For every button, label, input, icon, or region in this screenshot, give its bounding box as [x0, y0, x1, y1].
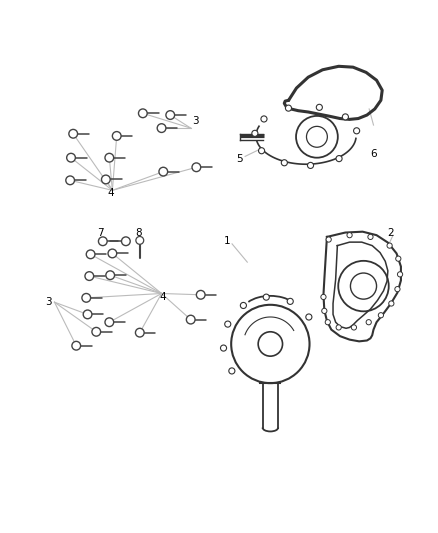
Text: 3: 3 — [45, 297, 52, 307]
Circle shape — [67, 154, 75, 162]
Circle shape — [396, 256, 401, 261]
Circle shape — [316, 104, 322, 110]
Circle shape — [395, 287, 400, 292]
Circle shape — [85, 272, 94, 280]
Circle shape — [281, 160, 287, 166]
Circle shape — [322, 308, 327, 313]
Circle shape — [69, 130, 78, 138]
Circle shape — [121, 237, 130, 246]
Circle shape — [186, 315, 195, 324]
Circle shape — [321, 294, 326, 300]
Circle shape — [106, 271, 115, 279]
Circle shape — [113, 132, 121, 140]
Circle shape — [136, 237, 144, 244]
Circle shape — [240, 302, 247, 309]
Text: 8: 8 — [135, 228, 142, 238]
Circle shape — [258, 148, 265, 154]
Text: 7: 7 — [97, 228, 104, 238]
Circle shape — [72, 341, 81, 350]
Circle shape — [351, 325, 357, 330]
Circle shape — [225, 321, 231, 327]
Circle shape — [196, 290, 205, 299]
Circle shape — [286, 105, 292, 111]
Circle shape — [102, 175, 110, 184]
Circle shape — [105, 318, 114, 327]
Circle shape — [347, 232, 352, 238]
Circle shape — [287, 298, 293, 304]
Circle shape — [192, 163, 201, 172]
Circle shape — [108, 249, 117, 258]
Text: 6: 6 — [370, 149, 377, 159]
Circle shape — [368, 235, 373, 239]
Text: 4: 4 — [108, 188, 114, 198]
Circle shape — [389, 301, 394, 306]
Circle shape — [336, 325, 341, 330]
Text: 1: 1 — [223, 236, 230, 246]
Circle shape — [99, 237, 107, 246]
Circle shape — [378, 313, 384, 318]
Circle shape — [138, 109, 147, 118]
Circle shape — [307, 163, 314, 168]
Circle shape — [263, 294, 269, 300]
Circle shape — [343, 114, 349, 120]
Circle shape — [326, 237, 331, 242]
Circle shape — [261, 116, 267, 122]
Circle shape — [252, 130, 258, 136]
Circle shape — [387, 243, 392, 248]
Circle shape — [86, 250, 95, 259]
Circle shape — [135, 328, 144, 337]
Circle shape — [366, 320, 371, 325]
Circle shape — [159, 167, 168, 176]
Circle shape — [353, 128, 360, 134]
Circle shape — [325, 320, 330, 325]
Circle shape — [92, 327, 101, 336]
Circle shape — [397, 272, 403, 277]
Circle shape — [229, 368, 235, 374]
Circle shape — [105, 154, 114, 162]
Circle shape — [166, 111, 175, 119]
Text: 5: 5 — [237, 154, 243, 164]
Text: 3: 3 — [192, 116, 198, 126]
Circle shape — [83, 310, 92, 319]
Circle shape — [306, 314, 312, 320]
Circle shape — [66, 176, 74, 184]
Circle shape — [157, 124, 166, 133]
Text: 4: 4 — [159, 292, 166, 302]
Circle shape — [220, 345, 226, 351]
Text: 2: 2 — [388, 228, 394, 238]
Circle shape — [82, 294, 91, 302]
Circle shape — [336, 156, 342, 161]
